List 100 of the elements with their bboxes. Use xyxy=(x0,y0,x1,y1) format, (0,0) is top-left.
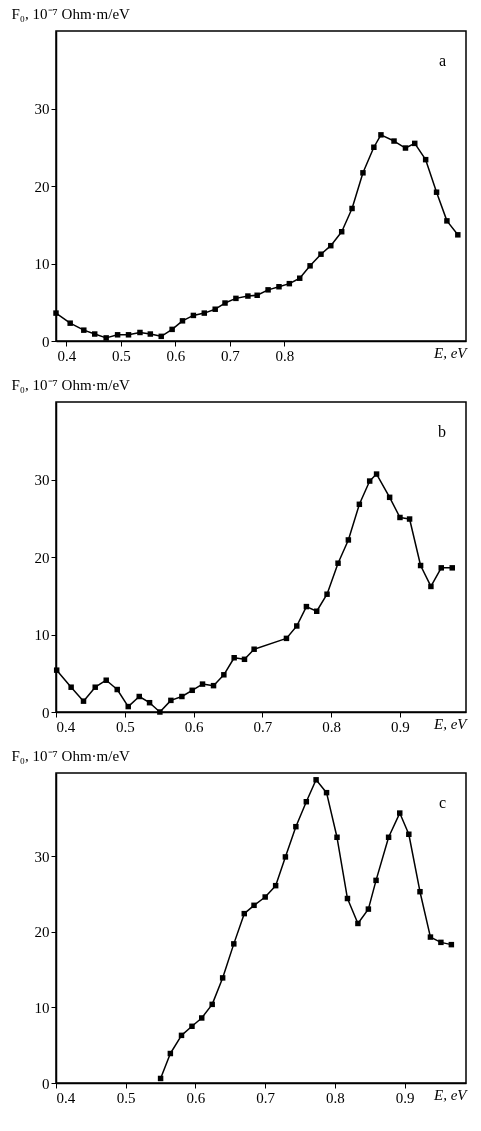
y-tick-label: 20 xyxy=(34,549,50,566)
y-tick-label: 20 xyxy=(34,924,50,941)
x-tick-label: 0.9 xyxy=(395,1089,415,1106)
point xyxy=(251,902,257,909)
point xyxy=(438,939,444,946)
y-tick-label: 0 xyxy=(42,333,50,350)
point xyxy=(345,537,352,543)
x-tick-label: 0.6 xyxy=(184,718,204,735)
point xyxy=(137,329,143,336)
point xyxy=(373,877,379,884)
x-tick-label: 0.6 xyxy=(166,347,186,364)
point xyxy=(169,326,175,333)
point xyxy=(355,920,361,927)
x-tick-label: 0.9 xyxy=(391,718,410,735)
point xyxy=(335,560,341,566)
x-tick-label: 0.6 xyxy=(186,1089,206,1106)
point xyxy=(198,1015,205,1021)
point xyxy=(157,709,163,715)
x-tick-label: 0.5 xyxy=(115,718,135,735)
x-tick-label: 0.5 xyxy=(112,347,131,364)
point xyxy=(373,471,380,477)
point xyxy=(91,331,98,337)
point xyxy=(324,591,330,597)
point xyxy=(136,693,142,700)
x-tick-label: 0.4 xyxy=(56,1089,76,1106)
point xyxy=(427,934,434,940)
y-tick-label: 20 xyxy=(34,178,50,195)
x-tick-label: 0.7 xyxy=(253,718,273,735)
point xyxy=(219,975,226,981)
point xyxy=(294,623,300,629)
point xyxy=(251,646,257,652)
point xyxy=(254,292,260,299)
point xyxy=(158,333,164,340)
point xyxy=(68,684,74,690)
point xyxy=(349,205,355,212)
point xyxy=(293,823,299,830)
point xyxy=(221,672,227,678)
point xyxy=(449,565,455,571)
point xyxy=(147,331,154,337)
point xyxy=(406,516,413,522)
point xyxy=(114,332,121,338)
annotation: a xyxy=(438,52,446,69)
x-axis-title: E, eV xyxy=(433,1086,469,1103)
y-tick-label: 30 xyxy=(34,848,50,865)
point xyxy=(201,310,208,316)
point xyxy=(402,145,409,151)
annotation: c xyxy=(438,794,446,811)
point xyxy=(366,478,373,484)
point xyxy=(296,275,303,281)
x-tick-label: 0.8 xyxy=(326,1089,345,1106)
point xyxy=(282,854,289,860)
point xyxy=(103,677,109,683)
point xyxy=(212,306,218,312)
point xyxy=(444,218,450,224)
x-tick-label: 0.8 xyxy=(275,347,295,364)
point xyxy=(328,242,334,249)
point xyxy=(189,1023,195,1030)
point xyxy=(80,698,87,704)
point xyxy=(103,335,109,341)
point xyxy=(199,681,206,687)
point xyxy=(365,906,372,912)
point xyxy=(455,232,461,238)
x-axis-title: E, eV xyxy=(433,715,469,732)
point xyxy=(233,295,239,302)
y-tick-label: 10 xyxy=(34,627,50,643)
y-axis-title: F₀, 10⁻⁷ Ohm·m/eV xyxy=(11,5,131,22)
y-axis-title: F₀, 10⁻⁷ Ohm·m/eV xyxy=(11,376,131,393)
point xyxy=(378,132,384,138)
point xyxy=(391,138,397,144)
point xyxy=(307,263,313,269)
point xyxy=(179,318,186,324)
y-tick-label: 30 xyxy=(34,101,50,117)
point xyxy=(67,320,73,326)
point xyxy=(334,834,340,841)
point xyxy=(81,327,87,333)
point xyxy=(428,583,434,590)
annotation: b xyxy=(438,423,446,440)
point xyxy=(262,894,268,900)
point xyxy=(231,655,237,661)
point xyxy=(53,667,60,673)
point xyxy=(125,703,131,710)
point xyxy=(318,251,324,257)
point xyxy=(397,810,403,816)
point xyxy=(371,144,377,150)
point xyxy=(265,287,271,293)
y-tick-label: 10 xyxy=(34,256,50,272)
point xyxy=(168,697,174,704)
point xyxy=(397,514,403,521)
point xyxy=(222,300,228,306)
x-tick-label: 0.4 xyxy=(57,347,77,364)
point xyxy=(360,170,366,176)
x-axis-title: E, eV xyxy=(433,344,469,361)
point xyxy=(209,1001,215,1008)
y-tick-label: 30 xyxy=(34,472,50,488)
point xyxy=(231,941,237,947)
point xyxy=(179,693,185,700)
point xyxy=(245,293,251,299)
y-axis-title: F₀, 10⁻⁷ Ohm·m/eV xyxy=(11,747,131,764)
point xyxy=(53,310,59,316)
point xyxy=(125,332,132,338)
